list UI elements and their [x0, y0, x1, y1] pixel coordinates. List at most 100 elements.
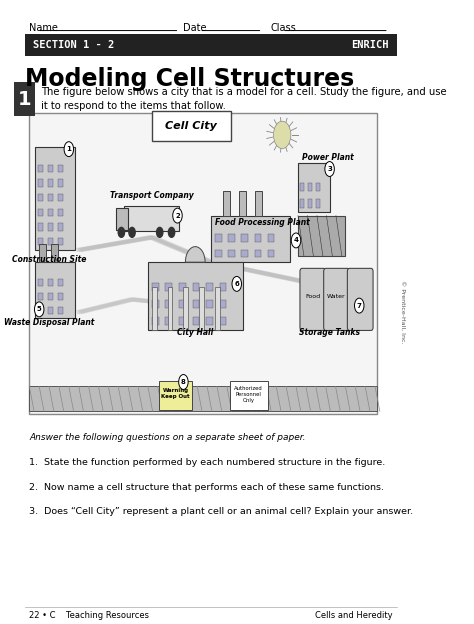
Text: Construction Site: Construction Site: [12, 255, 86, 264]
Circle shape: [64, 142, 73, 157]
Bar: [58, 194, 63, 202]
Circle shape: [156, 227, 163, 237]
Bar: [183, 287, 188, 331]
Bar: [165, 283, 172, 291]
Bar: [38, 209, 43, 216]
Bar: [301, 183, 304, 191]
Bar: [51, 243, 58, 262]
Text: Name: Name: [29, 23, 58, 33]
Bar: [223, 191, 230, 215]
Text: 2.  Now name a cell structure that performs each of these same functions.: 2. Now name a cell structure that perfor…: [29, 482, 384, 492]
Bar: [124, 207, 180, 231]
Bar: [48, 165, 53, 172]
Bar: [298, 163, 329, 213]
FancyBboxPatch shape: [152, 111, 231, 141]
Text: 22 • C    Teaching Resources: 22 • C Teaching Resources: [29, 611, 149, 620]
Bar: [38, 223, 43, 231]
Bar: [58, 307, 63, 314]
Circle shape: [35, 302, 44, 317]
Bar: [58, 279, 63, 286]
Bar: [165, 300, 172, 308]
Text: 6: 6: [234, 281, 239, 287]
Bar: [219, 317, 227, 325]
Text: Waste Disposal Plant: Waste Disposal Plant: [4, 318, 94, 328]
Text: Food Processing Plant: Food Processing Plant: [215, 218, 310, 227]
Text: 3: 3: [327, 166, 332, 172]
FancyBboxPatch shape: [324, 268, 349, 331]
Text: Cell City: Cell City: [165, 120, 217, 130]
Text: 3.  Does “Cell City” represent a plant cell or an animal cell? Explain your answ: 3. Does “Cell City” represent a plant ce…: [29, 507, 413, 517]
Bar: [316, 183, 320, 191]
Bar: [268, 234, 274, 242]
Text: 7: 7: [357, 303, 362, 309]
Bar: [48, 194, 53, 202]
Bar: [48, 279, 53, 286]
FancyBboxPatch shape: [300, 268, 326, 331]
Bar: [255, 234, 261, 242]
Text: Authorized
Personnel
Only: Authorized Personnel Only: [234, 386, 263, 402]
Bar: [38, 180, 43, 187]
Circle shape: [325, 162, 334, 177]
Bar: [58, 293, 63, 300]
Circle shape: [118, 227, 125, 237]
Text: 8: 8: [181, 379, 186, 385]
Bar: [228, 234, 235, 242]
Bar: [215, 287, 220, 331]
Bar: [58, 180, 63, 187]
Text: 2: 2: [175, 213, 180, 218]
Bar: [228, 250, 235, 258]
Bar: [241, 234, 248, 242]
Bar: [219, 300, 227, 308]
Bar: [298, 215, 346, 256]
Bar: [152, 287, 156, 331]
Bar: [308, 183, 312, 191]
Circle shape: [168, 227, 175, 237]
Bar: [35, 147, 75, 250]
Text: Modeling Cell Structures: Modeling Cell Structures: [26, 67, 355, 90]
Text: 1: 1: [18, 90, 31, 109]
Text: Class: Class: [270, 23, 296, 33]
Bar: [116, 208, 128, 230]
Bar: [38, 279, 43, 286]
Bar: [38, 293, 43, 300]
Bar: [268, 250, 274, 258]
Circle shape: [355, 298, 364, 313]
Text: 4: 4: [293, 237, 299, 243]
Bar: [239, 191, 246, 215]
Bar: [48, 180, 53, 187]
FancyBboxPatch shape: [14, 82, 35, 116]
Text: Water: Water: [327, 295, 346, 300]
Bar: [192, 283, 200, 291]
Text: Date: Date: [183, 23, 207, 33]
Bar: [48, 307, 53, 314]
Bar: [38, 165, 43, 172]
Bar: [165, 317, 172, 325]
Text: City Hall: City Hall: [177, 328, 213, 337]
Bar: [148, 262, 243, 331]
FancyBboxPatch shape: [229, 381, 267, 410]
Bar: [219, 283, 227, 291]
Bar: [168, 287, 173, 331]
Text: 1: 1: [66, 146, 71, 152]
FancyBboxPatch shape: [347, 268, 373, 331]
Text: SECTION 1 - 2: SECTION 1 - 2: [33, 40, 115, 50]
Bar: [241, 250, 248, 258]
Bar: [316, 199, 320, 208]
Bar: [29, 386, 377, 411]
Bar: [58, 223, 63, 231]
Text: Transport Company: Transport Company: [110, 191, 194, 200]
Circle shape: [292, 233, 301, 248]
Wedge shape: [185, 246, 205, 262]
Circle shape: [129, 227, 135, 237]
Bar: [215, 250, 222, 258]
Bar: [48, 209, 53, 216]
Text: Food: Food: [305, 295, 320, 300]
Bar: [152, 317, 159, 325]
Text: ENRICH: ENRICH: [351, 40, 389, 50]
Bar: [206, 317, 213, 325]
Bar: [152, 283, 159, 291]
Circle shape: [173, 208, 182, 223]
FancyBboxPatch shape: [29, 113, 377, 414]
Text: Storage Tanks: Storage Tanks: [299, 328, 360, 337]
Text: Cells and Heredity: Cells and Heredity: [315, 611, 393, 620]
